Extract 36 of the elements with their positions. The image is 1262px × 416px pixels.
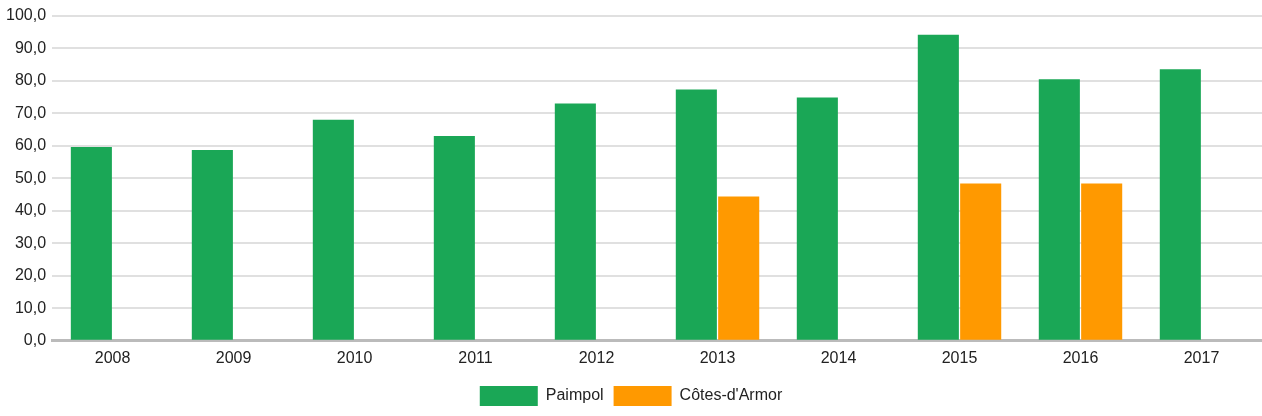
bar	[312, 119, 354, 340]
legend-label: Paimpol	[545, 386, 604, 404]
bar	[70, 146, 112, 340]
y-tick-label: 10,0	[14, 298, 47, 316]
y-tick-label: 20,0	[14, 266, 47, 284]
bar	[796, 97, 838, 340]
y-tick-label: 50,0	[14, 168, 47, 186]
x-tick-label: 2009	[215, 348, 252, 366]
x-tick-label: 2015	[941, 348, 978, 366]
x-tick-label: 2016	[1062, 348, 1099, 366]
bar	[1081, 183, 1123, 340]
x-tick-label: 2014	[820, 348, 857, 366]
y-tick-label: 80,0	[14, 71, 47, 89]
bar	[554, 103, 596, 340]
x-tick-label: 2010	[336, 348, 373, 366]
y-tick-label: 40,0	[14, 201, 47, 219]
bar	[675, 89, 717, 340]
x-tick-label: 2012	[578, 348, 615, 366]
bar	[917, 34, 959, 340]
bar	[960, 183, 1002, 340]
x-tick-label: 2013	[699, 348, 736, 366]
x-tick-label: 2008	[94, 348, 131, 366]
legend-label: Côtes-d'Armor	[679, 386, 783, 404]
y-tick-label: 30,0	[14, 233, 47, 251]
bar	[1038, 79, 1080, 340]
y-tick-label: 90,0	[14, 38, 47, 56]
bar	[718, 196, 760, 340]
y-tick-label: 60,0	[14, 136, 47, 154]
bar	[191, 149, 233, 340]
y-tick-label: 0,0	[23, 331, 47, 349]
bar	[1159, 69, 1201, 340]
x-tick-label: 2017	[1183, 348, 1220, 366]
bar	[433, 135, 475, 340]
y-tick-label: 70,0	[14, 103, 47, 121]
y-tick-label: 100,0	[5, 6, 47, 24]
x-tick-label: 2011	[458, 348, 493, 366]
